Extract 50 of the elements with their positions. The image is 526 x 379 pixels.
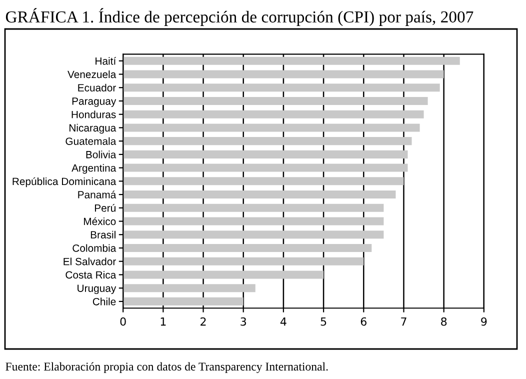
- y-tick-label: Perú: [94, 204, 116, 212]
- y-tick-label: Colombia: [72, 244, 116, 252]
- bar: [123, 257, 364, 266]
- y-tick-label: Nicaragua: [70, 124, 116, 134]
- y-tick-label: Ecuador: [78, 84, 116, 92]
- y-tick-label: Uruguay: [78, 284, 116, 294]
- bar: [123, 70, 444, 78]
- chart-title: GRÁFICA 1. Índice de percepción de corrupción (CPI) por país, 2007: [6, 8, 474, 26]
- bar: [123, 137, 412, 146]
- y-tick-label: Bolivia: [86, 150, 116, 158]
- x-tick-label: 3: [240, 317, 246, 326]
- y-tick-label: México: [84, 217, 116, 226]
- y-tick-label: Paraguay: [72, 98, 116, 107]
- x-tick-label: 6: [360, 317, 366, 326]
- bar: [123, 190, 396, 199]
- y-tick-label: El Salvador: [64, 258, 116, 266]
- x-tick-label: 9: [481, 317, 487, 326]
- y-tick-label: Panamá: [78, 190, 116, 198]
- x-tick-label: 7: [401, 317, 406, 326]
- bar: [123, 297, 244, 306]
- x-tick-label: 1: [160, 317, 166, 326]
- bar: [123, 244, 372, 252]
- x-tick-label: 5: [320, 317, 326, 326]
- bar: [123, 217, 384, 226]
- x-tick-label: 8: [441, 317, 447, 326]
- y-tick-label: Chile: [92, 298, 116, 306]
- y-tick-label: Haití: [96, 56, 116, 65]
- source-note: Fuente: Elaboración propia con datos de Transparency International.: [6, 362, 328, 374]
- y-tick-label: Costa Rica: [66, 270, 116, 279]
- bar: [123, 56, 460, 65]
- bar: [123, 177, 404, 186]
- bar: [123, 110, 424, 118]
- bar: [123, 124, 420, 132]
- bar: [123, 204, 384, 212]
- y-tick-label: República Dominicana: [12, 177, 116, 188]
- bar: [123, 270, 324, 279]
- bar: [123, 84, 440, 92]
- bar: [123, 150, 408, 158]
- bar: [123, 284, 256, 292]
- y-tick-label: Argentina: [72, 164, 116, 174]
- x-tick-label: 0: [120, 317, 126, 326]
- bar: [123, 230, 384, 239]
- y-tick-label: Guatemala: [66, 137, 116, 145]
- bar: [123, 164, 408, 172]
- x-tick-label: 2: [200, 317, 206, 326]
- y-tick-label: Honduras: [72, 110, 116, 118]
- x-tick-label: 4: [280, 317, 286, 326]
- y-tick-label: Venezuela: [68, 70, 116, 78]
- bar: [123, 96, 428, 105]
- y-tick-label: Brasil: [90, 230, 116, 238]
